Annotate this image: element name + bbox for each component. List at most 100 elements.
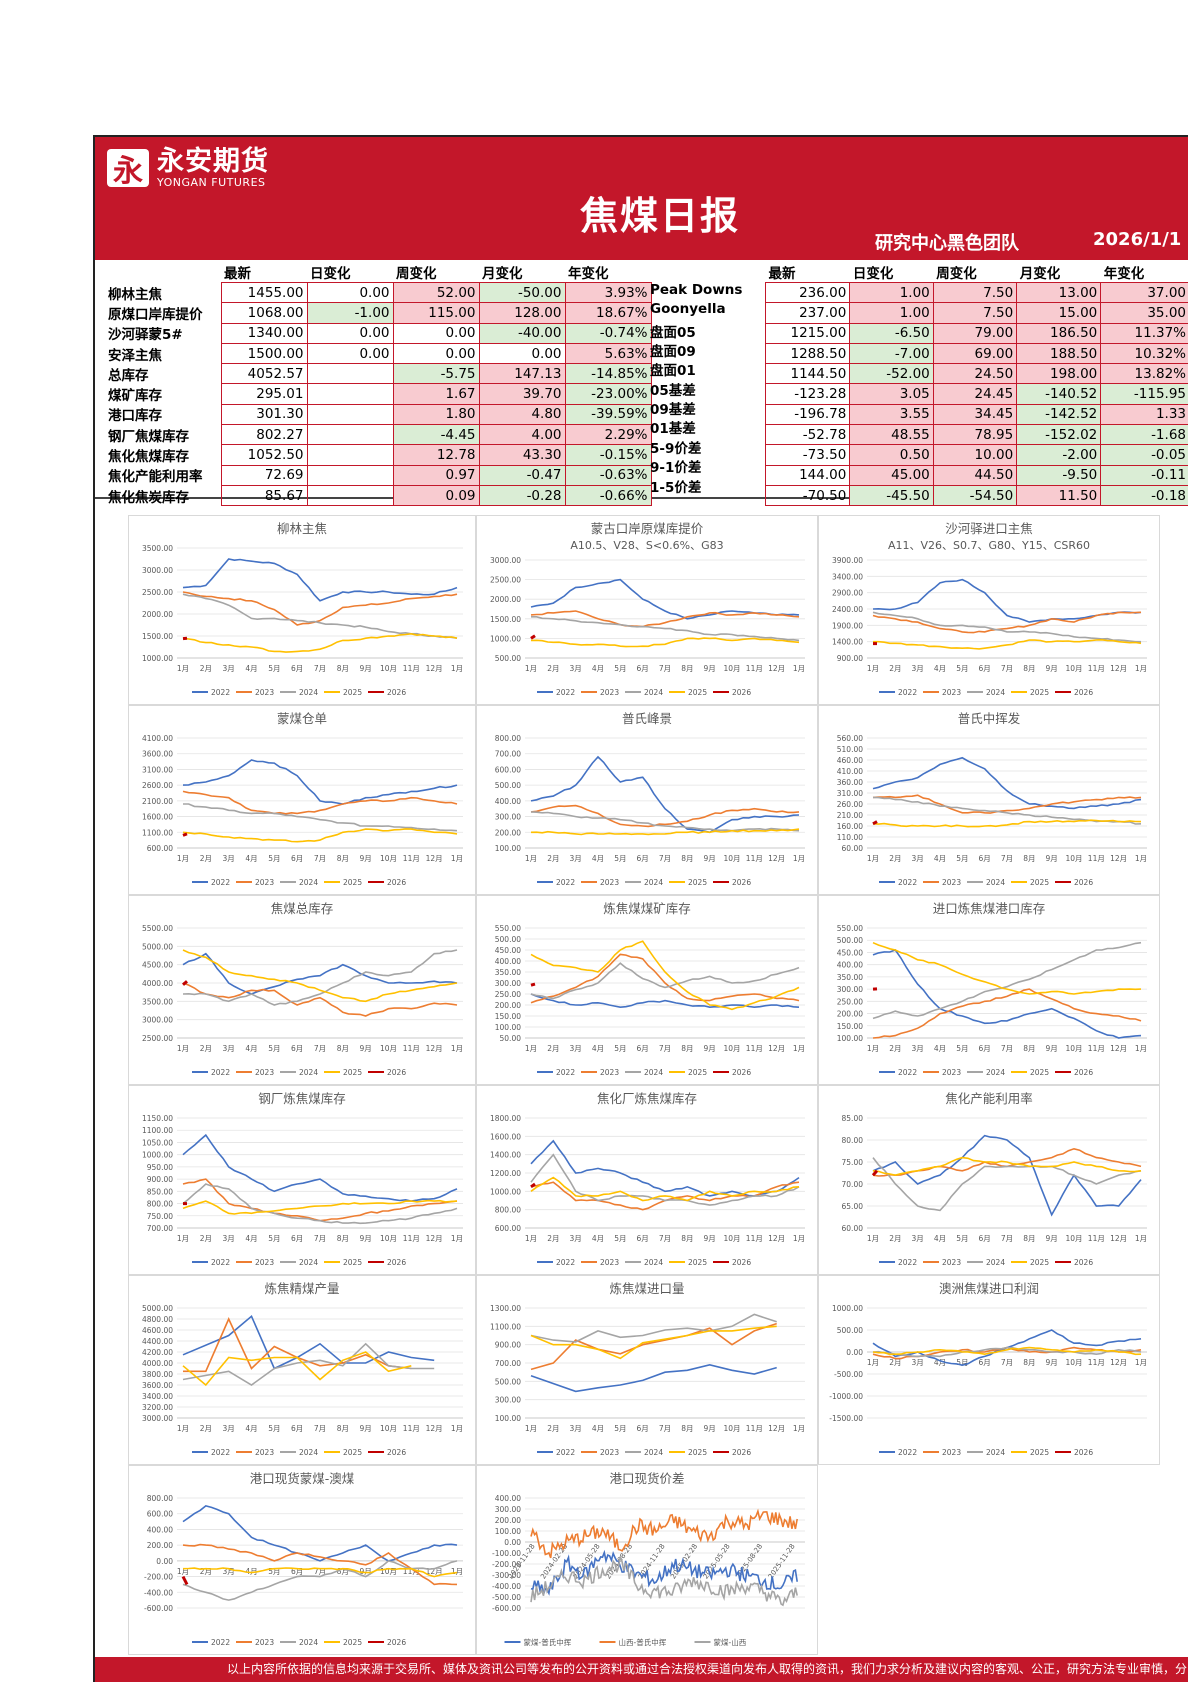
- x-tick-label: 10月: [723, 664, 740, 673]
- series-line-2024: [531, 812, 799, 831]
- table-cell: -0.74%: [565, 323, 651, 343]
- y-tick-label: 200.00: [495, 1001, 521, 1010]
- y-tick-label: 210.00: [837, 811, 863, 820]
- x-tick-label: 10月: [1065, 1234, 1082, 1243]
- line-chart: 炼焦煤煤矿库存50.00100.00150.00200.00250.00300.…: [477, 896, 817, 1084]
- x-tick-label: 9月: [360, 1044, 372, 1053]
- x-tick-label: 7月: [314, 1044, 326, 1053]
- table-cell: 301.30: [221, 404, 307, 424]
- y-tick-label: 2900.00: [832, 589, 863, 598]
- footer-disclaimer: 以上内容所依据的信息均来源于交易所、媒体及资讯公司等发布的公开资料或通过合法授权…: [227, 1660, 1187, 1677]
- y-tick-label: 900.00: [837, 654, 863, 663]
- table-cell: 24.45: [933, 384, 1016, 404]
- y-tick-label: 200.00: [837, 1010, 863, 1019]
- y-tick-label: 400.00: [837, 961, 863, 970]
- line-chart: 澳洲焦煤进口利润-1500.00-1000.00-500.000.00500.0…: [819, 1276, 1159, 1464]
- series-line-2022: [183, 1506, 457, 1561]
- series-line-2025: [531, 638, 799, 647]
- x-tick-label: 9月: [360, 1234, 372, 1243]
- y-tick-label: 4100.00: [142, 734, 173, 743]
- line-chart: 蒙煤仓单600.001100.001600.002100.002600.0031…: [129, 706, 475, 894]
- x-tick-label: 10月: [723, 1234, 740, 1243]
- x-tick-label: 7月: [1001, 1044, 1013, 1053]
- x-tick-label: 11月: [1088, 1358, 1105, 1367]
- x-tick-label: 12月: [426, 1424, 443, 1433]
- x-tick-label: 2月: [200, 1044, 212, 1053]
- x-tick-label: 4月: [592, 1044, 604, 1053]
- row-label: 01基差: [650, 417, 696, 437]
- table-cell: 10.32%: [1101, 343, 1188, 363]
- y-tick-label: 3800.00: [142, 1370, 173, 1379]
- chart-title: 港口现货蒙煤-澳煤: [250, 1471, 355, 1486]
- table-cell: -70.50: [766, 485, 850, 505]
- table-cell: 0.00: [479, 343, 565, 363]
- legend-label: 2025: [688, 1258, 707, 1267]
- chart-title: 蒙古口岸原煤库提价: [591, 521, 704, 536]
- x-tick-label: 1月: [525, 1424, 537, 1433]
- legend-label: 蒙煤-普氏中挥: [524, 1637, 572, 1647]
- y-tick-label: 450.00: [837, 948, 863, 957]
- line-chart: 炼焦煤进口量100.00300.00500.00700.00900.001100…: [477, 1276, 817, 1464]
- legend-label: 2025: [343, 878, 362, 887]
- table-cell: 295.01: [221, 384, 307, 404]
- y-tick-label: 1100.00: [142, 828, 173, 837]
- x-tick-label: 3月: [570, 664, 582, 673]
- y-tick-label: 600.00: [495, 765, 521, 774]
- legend-label: 2022: [211, 688, 230, 697]
- y-tick-label: 3200.00: [142, 1403, 173, 1412]
- x-tick-label: 7月: [659, 664, 671, 673]
- y-tick-label: 2100.00: [142, 797, 173, 806]
- y-tick-label: -200.00: [144, 1573, 173, 1582]
- legend-label: 2023: [942, 1258, 961, 1267]
- x-tick-label: 9月: [704, 1044, 716, 1053]
- y-tick-label: 500.00: [495, 1377, 521, 1386]
- row-label: 煤矿库存: [105, 384, 221, 404]
- x-tick-label: 1月: [793, 854, 805, 863]
- legend-label: 2026: [1074, 1448, 1093, 1457]
- x-tick-label: 2月: [547, 664, 559, 673]
- y-tick-label: 850.00: [147, 1187, 173, 1196]
- y-tick-label: 2600.00: [142, 781, 173, 790]
- x-tick-label: 10月: [1065, 664, 1082, 673]
- y-tick-label: 510.00: [837, 745, 863, 754]
- table-cell: -7.00: [850, 343, 933, 363]
- table-cell: 0.00: [307, 343, 393, 363]
- x-tick-label: 1月: [177, 1044, 189, 1053]
- table-cell: 13.00: [1017, 283, 1101, 303]
- x-tick-label: 7月: [314, 664, 326, 673]
- x-tick-label: 4月: [592, 854, 604, 863]
- x-tick-label: 9月: [1046, 664, 1058, 673]
- y-tick-label: 80.00: [842, 1136, 864, 1145]
- table-cell: 24.50: [933, 364, 1016, 384]
- x-tick-label: 2月: [200, 1424, 212, 1433]
- x-tick-label: 4月: [592, 664, 604, 673]
- x-tick-label: 3月: [223, 664, 235, 673]
- x-tick-label: 10月: [723, 1044, 740, 1053]
- legend-label: 2026: [732, 1448, 751, 1457]
- x-tick-label: 1月: [525, 854, 537, 863]
- y-tick-label: 800.00: [147, 1494, 173, 1503]
- chart-title: 港口现货价差: [609, 1471, 684, 1486]
- table-cell: 48.55: [850, 425, 933, 445]
- y-tick-label: 1400.00: [490, 1151, 521, 1160]
- row-label: 原煤口岸库提价: [105, 303, 221, 323]
- table-cell: -40.00: [479, 323, 565, 343]
- legend-label: 2024: [299, 1068, 318, 1077]
- column-header: 月变化: [1017, 262, 1101, 283]
- x-tick-label: 10月: [723, 1424, 740, 1433]
- y-tick-label: 100.00: [495, 1023, 521, 1032]
- x-tick-label: 1月: [867, 1044, 879, 1053]
- y-tick-label: -600.00: [144, 1604, 173, 1613]
- y-tick-label: 100.00: [495, 844, 521, 853]
- table-cell: 5.63%: [565, 343, 651, 363]
- series-line-2026: [531, 984, 535, 985]
- x-tick-label: 4月: [245, 1234, 257, 1243]
- x-tick-label: 2月: [889, 854, 901, 863]
